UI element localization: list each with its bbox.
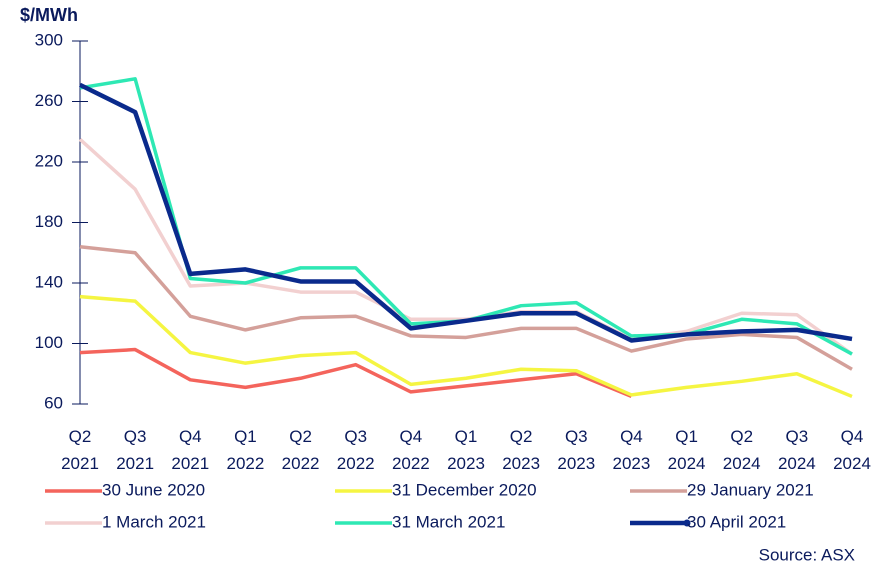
x-tick-label: Q1 2024 [668,427,706,473]
x-tick-label: Q2 2023 [502,427,540,473]
series-line [79,77,853,356]
y-tick-label: 260 [35,91,63,110]
legend-label: 30 April 2021 [687,512,786,531]
x-tick-label: Q3 2024 [778,427,816,473]
x-tick-label: Q3 2022 [337,427,375,473]
series-line [79,294,853,399]
x-tick-label: Q4 2021 [171,427,209,473]
legend-label: 31 December 2020 [392,480,537,499]
series-line [79,244,853,371]
source-note: Source: ASX [759,545,855,564]
x-tick-label: Q2 2021 [61,427,99,473]
x-tick-label: Q1 2022 [227,427,265,473]
y-tick-label: 300 [35,30,63,49]
x-tick-label: Q1 2023 [447,427,485,473]
y-tick-label: 180 [35,212,63,231]
x-tick-label: Q4 2022 [392,427,430,473]
y-axis-label: $/MWh [20,5,78,25]
legend-label: 29 January 2021 [687,480,814,499]
legend-label: 30 June 2020 [102,480,205,499]
x-tick-label: Q2 2022 [282,427,320,473]
x-tick-label: Q3 2023 [557,427,595,473]
x-tick-label: Q3 2021 [116,427,154,473]
y-tick-label: 100 [35,333,63,352]
x-tick-label: Q4 2023 [613,427,651,473]
legend-marker [683,519,691,527]
legend-label: 1 March 2021 [102,512,206,531]
y-tick-label: 140 [35,272,63,291]
y-tick-label: 60 [44,393,63,412]
x-tick-label: Q2 2024 [723,427,761,473]
y-tick-label: 220 [35,151,63,170]
series-line [79,82,853,343]
legend-label: 31 March 2021 [392,512,505,531]
series-line [79,347,633,399]
x-tick-label: Q4 2024 [833,427,871,473]
